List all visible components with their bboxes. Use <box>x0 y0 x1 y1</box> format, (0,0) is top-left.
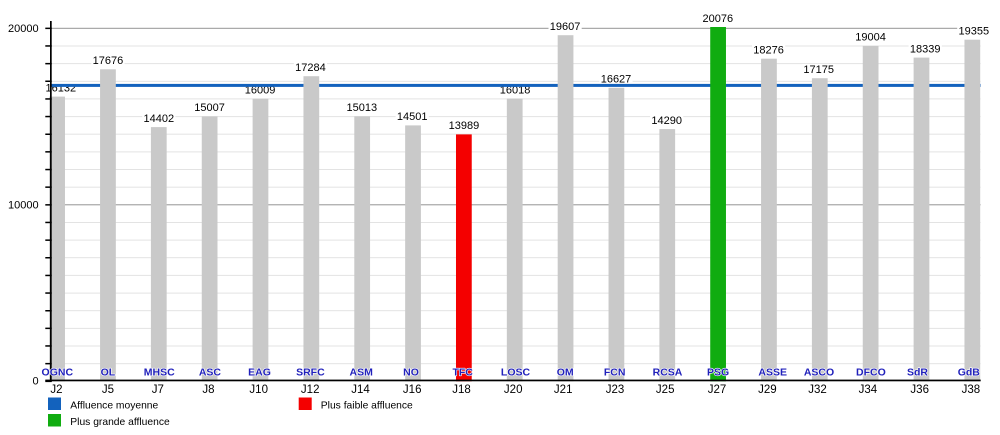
svg-text:20000: 20000 <box>8 23 39 35</box>
svg-text:J16: J16 <box>403 384 422 396</box>
svg-text:J34: J34 <box>859 384 878 396</box>
svg-text:16009: 16009 <box>245 85 276 97</box>
svg-text:14402: 14402 <box>144 113 175 125</box>
svg-text:16018: 16018 <box>500 84 531 96</box>
svg-text:PSG: PSG <box>707 366 729 378</box>
svg-text:TFC: TFC <box>452 366 473 378</box>
svg-text:J25: J25 <box>656 384 675 396</box>
svg-text:J32: J32 <box>808 384 827 396</box>
svg-text:J36: J36 <box>910 384 929 396</box>
svg-text:J20: J20 <box>504 384 523 396</box>
svg-text:ASC: ASC <box>199 366 222 378</box>
svg-text:18276: 18276 <box>753 45 784 57</box>
svg-text:EAG: EAG <box>248 366 271 378</box>
svg-text:J14: J14 <box>351 384 370 396</box>
svg-text:ASCO: ASCO <box>804 366 834 378</box>
svg-text:17284: 17284 <box>295 62 326 74</box>
svg-text:19004: 19004 <box>855 32 886 44</box>
svg-text:J5: J5 <box>102 384 114 396</box>
svg-text:J8: J8 <box>202 384 214 396</box>
svg-text:19355: 19355 <box>959 26 990 38</box>
svg-text:J21: J21 <box>554 384 573 396</box>
svg-text:Affluence moyenne: Affluence moyenne <box>70 400 158 411</box>
svg-text:ASSE: ASSE <box>758 366 787 378</box>
svg-text:J12: J12 <box>301 384 320 396</box>
svg-text:NO: NO <box>403 366 419 378</box>
svg-text:J18: J18 <box>452 384 471 396</box>
svg-text:15007: 15007 <box>194 102 225 114</box>
svg-text:OL: OL <box>101 366 116 378</box>
svg-text:J23: J23 <box>606 384 625 396</box>
svg-text:MHSC: MHSC <box>144 366 175 378</box>
svg-text:18339: 18339 <box>910 43 941 55</box>
svg-text:0: 0 <box>32 375 38 387</box>
svg-text:17676: 17676 <box>93 55 124 67</box>
svg-text:13989: 13989 <box>449 120 480 132</box>
svg-text:ASM: ASM <box>350 366 374 378</box>
svg-text:Plus grande affluence: Plus grande affluence <box>70 417 170 428</box>
svg-text:14290: 14290 <box>651 115 682 127</box>
svg-text:J2: J2 <box>50 384 62 396</box>
svg-text:SdR: SdR <box>907 366 928 378</box>
svg-text:14501: 14501 <box>397 111 428 123</box>
svg-text:J38: J38 <box>962 384 981 396</box>
svg-text:16627: 16627 <box>601 74 632 86</box>
svg-text:RCSA: RCSA <box>653 366 683 378</box>
svg-text:15013: 15013 <box>347 102 378 114</box>
svg-text:Plus faible affluence: Plus faible affluence <box>321 400 413 411</box>
svg-text:OGNC: OGNC <box>42 366 74 378</box>
svg-text:J29: J29 <box>758 384 777 396</box>
svg-text:FCN: FCN <box>604 366 626 378</box>
svg-text:GdB: GdB <box>958 366 981 378</box>
svg-text:10000: 10000 <box>8 200 39 212</box>
svg-text:OM: OM <box>557 366 574 378</box>
svg-text:J10: J10 <box>249 384 268 396</box>
svg-text:19607: 19607 <box>550 21 581 33</box>
svg-text:J27: J27 <box>708 384 727 396</box>
svg-text:20076: 20076 <box>703 13 734 25</box>
svg-text:17175: 17175 <box>803 64 834 76</box>
svg-text:SRFC: SRFC <box>296 366 325 378</box>
svg-text:LOSC: LOSC <box>501 366 531 378</box>
svg-text:J7: J7 <box>152 384 164 396</box>
svg-text:DFCO: DFCO <box>856 366 886 378</box>
